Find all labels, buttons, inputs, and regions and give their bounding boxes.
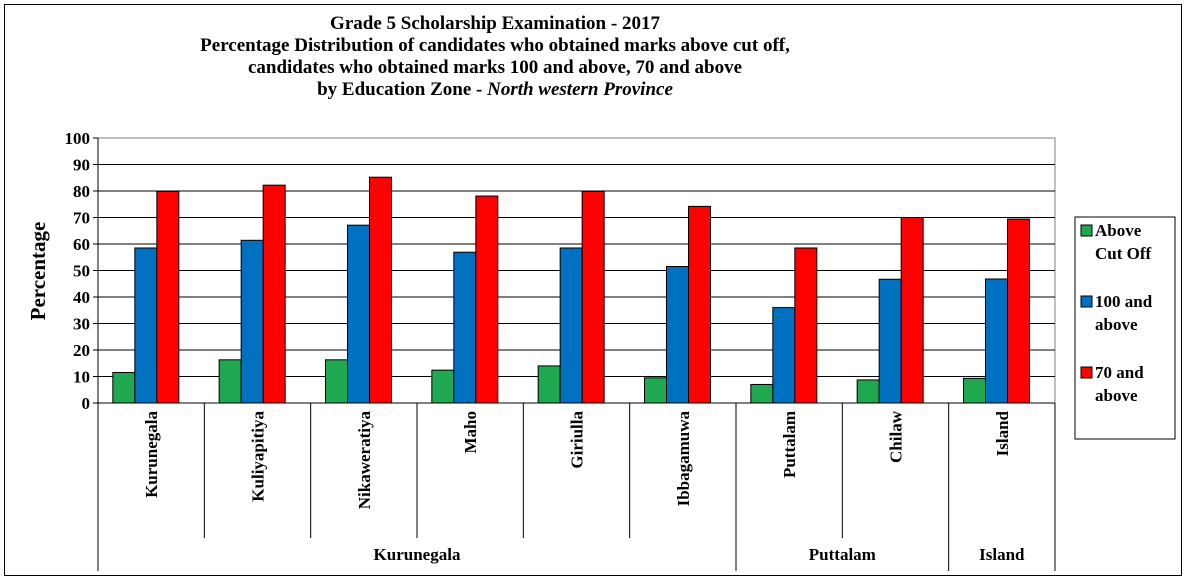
legend-swatch <box>1080 295 1093 308</box>
legend-label: above <box>1095 315 1138 334</box>
category-label: Kurunegala <box>142 411 161 498</box>
category-label: Ibbagamuwa <box>674 411 693 507</box>
category-label: Maho <box>461 411 480 454</box>
title-line-4-italic: North western Province <box>486 79 673 100</box>
y-tick-label: 10 <box>73 368 90 387</box>
bar-70-and-above-kurunegala <box>156 191 180 404</box>
bar-100-and-above-nikaweratiya <box>346 224 370 404</box>
bar-above-cut-off-nikaweratiya <box>324 359 348 404</box>
title-line-3: candidates who obtained marks 100 and ab… <box>248 57 742 78</box>
legend-swatch <box>1080 366 1093 379</box>
bar-100-and-above-puttalam <box>772 307 796 404</box>
bar-above-cut-off-maho <box>431 369 455 404</box>
chart-title: Grade 5 Scholarship Examination - 2017 P… <box>200 13 790 100</box>
bar-above-cut-off-island <box>962 377 986 404</box>
legend-box <box>1074 216 1176 440</box>
y-tick-label: 40 <box>73 288 90 307</box>
legend-label: 70 and <box>1095 363 1144 382</box>
legend: Above Cut Off 100 and above 70 and above <box>1074 216 1176 440</box>
bar-100-and-above-giriulla <box>559 247 583 404</box>
bar-70-and-above-island <box>1006 218 1030 404</box>
title-line-1: Grade 5 Scholarship Examination - 2017 <box>330 13 660 34</box>
bar-70-and-above-ibbagamuwa <box>687 205 711 404</box>
legend-label: Above <box>1095 221 1142 240</box>
y-tick-label: 100 <box>65 129 91 148</box>
y-tick-label: 50 <box>73 262 90 281</box>
bar-70-and-above-puttalam <box>794 247 818 404</box>
bar-chart: Grade 5 Scholarship Examination - 2017 P… <box>26 13 1176 571</box>
bar-above-cut-off-giriulla <box>537 365 561 404</box>
y-tick-label: 0 <box>82 394 91 413</box>
y-tick-label: 70 <box>73 209 90 228</box>
bar-100-and-above-kurunegala <box>134 247 158 404</box>
bar-above-cut-off-chilaw <box>856 379 880 404</box>
legend-label: Cut Off <box>1095 244 1152 263</box>
chart-frame: Grade 5 Scholarship Examination - 2017 P… <box>4 4 1182 576</box>
bar-70-and-above-maho <box>475 195 499 404</box>
category-label: Island <box>993 410 1012 456</box>
y-tick-label: 60 <box>73 235 90 254</box>
group-label: Puttalam <box>809 545 876 564</box>
bar-above-cut-off-puttalam <box>750 383 774 404</box>
title-line-4-prefix: by Education Zone - <box>317 79 487 100</box>
y-axis-label: Percentage <box>26 222 50 321</box>
bar-100-and-above-maho <box>453 251 477 404</box>
category-label: Puttalam <box>780 411 799 478</box>
category-label: Giriulla <box>568 411 587 469</box>
title-line-2: Percentage Distribution of candidates wh… <box>200 35 790 56</box>
bar-100-and-above-kuliyapitiya <box>240 239 264 404</box>
bar-above-cut-off-ibbagamuwa <box>643 377 667 404</box>
category-label: Chilaw <box>887 410 906 463</box>
legend-label: 100 and <box>1095 292 1153 311</box>
y-tick-labels: 0 10 20 30 40 50 60 70 80 90 100 <box>65 129 91 413</box>
legend-swatch <box>1080 224 1093 237</box>
bars <box>112 176 1030 404</box>
legend-label: above <box>1095 386 1138 405</box>
bar-70-and-above-chilaw <box>900 217 924 404</box>
bar-above-cut-off-kurunegala <box>112 372 136 404</box>
y-tick-label: 80 <box>73 182 90 201</box>
category-label: Kuliyapitiya <box>249 411 268 502</box>
category-label: Nikaweratiya <box>355 411 374 510</box>
bar-70-and-above-nikaweratiya <box>368 176 392 404</box>
bar-70-and-above-kuliyapitiya <box>262 184 286 404</box>
y-tick-label: 90 <box>73 156 90 175</box>
y-tick-label: 30 <box>73 315 90 334</box>
category-labels: Kurunegala Kuliyapitiya Nikaweratiya Maho Gi… <box>142 410 1025 564</box>
bar-100-and-above-chilaw <box>878 278 902 404</box>
title-line-4: by Education Zone - North western Provin… <box>317 79 673 100</box>
bar-100-and-above-island <box>984 278 1008 404</box>
bar-above-cut-off-kuliyapitiya <box>218 359 242 404</box>
group-label: Island <box>979 545 1025 564</box>
y-tick-label: 20 <box>73 341 90 360</box>
bar-70-and-above-giriulla <box>581 191 605 404</box>
bar-100-and-above-ibbagamuwa <box>665 266 689 404</box>
group-label: Kurunegala <box>374 545 461 564</box>
